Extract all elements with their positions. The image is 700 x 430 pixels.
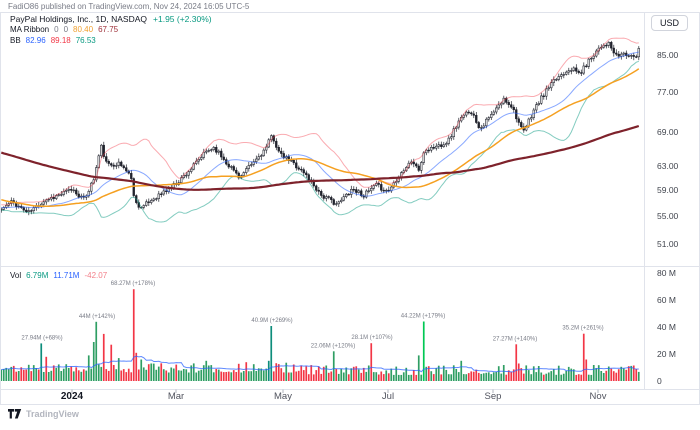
- svg-text:22.06M (+120%): 22.06M (+120%): [311, 343, 356, 349]
- bb-label: BB: [10, 36, 21, 45]
- price-axis-label: 85.00: [657, 50, 679, 61]
- svg-text:44.22M (+179%): 44.22M (+179%): [401, 314, 446, 320]
- footer: TradingView: [8, 409, 79, 419]
- tradingview-logo[interactable]: [8, 409, 22, 419]
- volume-values: 6.79M 11.71M -42.07: [21, 271, 107, 280]
- price-axis-label: 77.00: [657, 86, 679, 97]
- time-axis-label: Mar: [167, 391, 185, 402]
- brand-name[interactable]: TradingView: [26, 409, 79, 419]
- indicator-value: -42.07: [84, 271, 108, 280]
- indicator-value: 67.75: [98, 25, 119, 34]
- time-axis-label: Jul: [381, 391, 395, 402]
- time-axis-label: Sep: [484, 391, 502, 402]
- price-axis-label: 55.00: [657, 211, 679, 222]
- time-axis-label: Nov: [589, 391, 607, 402]
- attribution-text: FadiO86 published on TradingView.com, No…: [8, 2, 250, 11]
- volume-legend[interactable]: Vol 6.79M 11.71M -42.07: [10, 271, 107, 280]
- svg-text:68.27M (+178%): 68.27M (+178%): [111, 281, 156, 287]
- volume-ma-line: [1, 355, 639, 373]
- bollinger-bands: [1, 37, 639, 223]
- volume-axis-label: 80 M: [657, 267, 676, 278]
- symbol-change: +1.95 (+2.30%): [153, 14, 212, 24]
- ma-ribbon-lines: [0, 68, 640, 208]
- price-axis-label: 51.00: [657, 239, 679, 250]
- price-axis-label: 63.00: [657, 161, 679, 172]
- candlesticks: [0, 40, 640, 216]
- volume-axis-label: 40 M: [657, 321, 676, 332]
- currency-button[interactable]: USD: [651, 15, 689, 31]
- ma-ribbon-label: MA Ribbon: [10, 25, 50, 34]
- price-axis-label: 69.00: [657, 127, 679, 138]
- volume-axis-label: 60 M: [657, 294, 676, 305]
- svg-text:27.94M (+68%): 27.94M (+68%): [21, 335, 62, 341]
- time-axis-label: May: [274, 391, 292, 402]
- svg-text:27.27M (+140%): 27.27M (+140%): [493, 336, 538, 342]
- svg-text:35.2M (+261%): 35.2M (+261%): [562, 326, 603, 332]
- svg-text:44M (+142%): 44M (+142%): [79, 314, 115, 320]
- indicator-value: 89.18: [50, 36, 71, 45]
- volume-axis-label: 0: [657, 375, 662, 386]
- time-axis-label: 2024: [60, 391, 84, 402]
- svg-text:40.9M (+269%): 40.9M (+269%): [251, 318, 292, 324]
- bb-values: 82.96 89.18 76.53: [21, 36, 96, 45]
- volume-bars: [0, 289, 640, 381]
- bb-legend[interactable]: BB 82.96 89.18 76.53: [10, 36, 96, 45]
- volume-axis-label: 20 M: [657, 348, 676, 359]
- symbol-title: PayPal Holdings, Inc., 1D, NASDAQ: [10, 14, 148, 24]
- indicator-value: 80.40: [73, 25, 94, 34]
- indicator-value: 82.96: [25, 36, 46, 45]
- svg-text:28.1M (+107%): 28.1M (+107%): [351, 335, 392, 341]
- indicator-value: 6.79M: [26, 271, 49, 280]
- time-axis[interactable]: 2024 Mar May Jul Sep Nov: [0, 390, 644, 404]
- indicator-value: 0: [63, 25, 69, 34]
- ma-ribbon-legend[interactable]: MA Ribbon 0 0 80.40 67.75: [10, 25, 118, 34]
- ma-ribbon-values: 0 0 80.40 67.75: [49, 25, 118, 34]
- volume-annotations: 27.94M (+68%) 44M (+142%) 68.27M (+178%) 40…: [21, 281, 603, 349]
- volume-label: Vol: [10, 271, 22, 280]
- price-axis[interactable]: USD 85.00 77.00 69.00 63.00 59.00 55.00 51.00 8…: [644, 12, 700, 389]
- indicator-value: 11.71M: [53, 271, 80, 280]
- price-axis-label: 59.00: [657, 185, 679, 196]
- indicator-value: 0: [54, 25, 59, 34]
- indicator-value: 76.53: [75, 36, 96, 45]
- symbol-legend[interactable]: PayPal Holdings, Inc., 1D, NASDAQ +1.95 (…: [10, 14, 212, 24]
